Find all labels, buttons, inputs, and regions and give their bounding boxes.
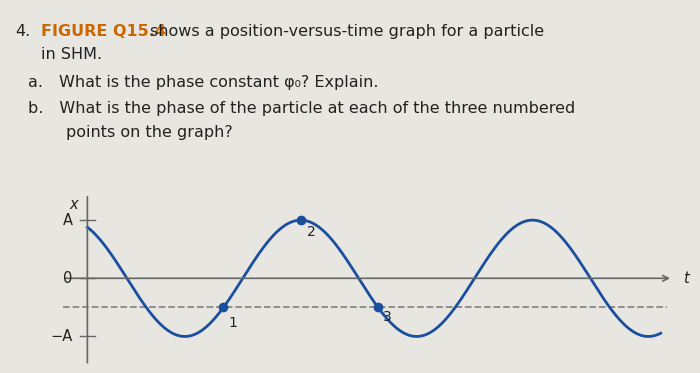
- Text: 1: 1: [228, 316, 237, 329]
- Text: 2: 2: [307, 225, 316, 239]
- Text: FIGURE Q15.4: FIGURE Q15.4: [41, 24, 166, 39]
- Text: b. What is the phase of the particle at each of the three numbered: b. What is the phase of the particle at …: [28, 101, 575, 116]
- Text: 0: 0: [64, 271, 73, 286]
- Text: in SHM.: in SHM.: [41, 47, 102, 62]
- Text: t: t: [682, 271, 688, 286]
- Text: A: A: [63, 213, 73, 228]
- Text: 4.: 4.: [15, 24, 31, 39]
- Text: points on the graph?: points on the graph?: [66, 125, 233, 140]
- Text: −A: −A: [50, 329, 73, 344]
- Text: a. What is the phase constant φ₀? Explain.: a. What is the phase constant φ₀? Explai…: [28, 75, 379, 90]
- Text: shows a position-versus-time graph for a particle: shows a position-versus-time graph for a…: [150, 24, 545, 39]
- Text: 3: 3: [383, 310, 391, 324]
- Text: x: x: [69, 197, 78, 212]
